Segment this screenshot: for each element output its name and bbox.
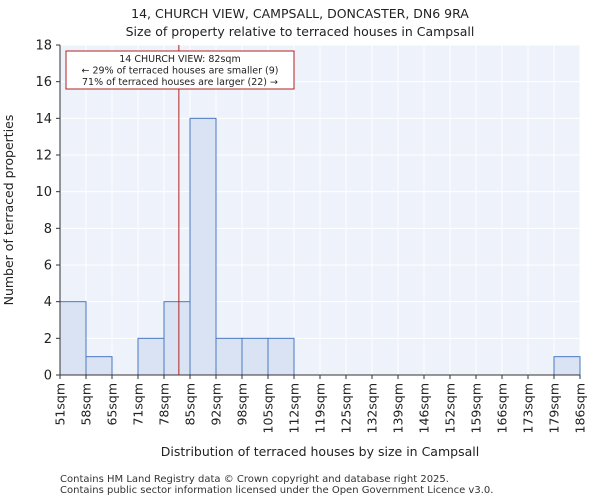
x-tick-label: 146sqm — [417, 383, 432, 433]
x-tick-label: 85sqm — [183, 383, 198, 426]
x-tick-label: 166sqm — [495, 383, 510, 433]
bar-51sqm — [59, 301, 87, 376]
x-axis-title: Distribution of terraced houses by size … — [161, 444, 479, 459]
chart-title: 14, CHURCH VIEW, CAMPSALL, DONCASTER, DN… — [131, 6, 469, 21]
footer-line-2: Contains public sector information licen… — [60, 485, 494, 496]
annotation-line-2: ← 29% of terraced houses are smaller (9) — [82, 66, 279, 77]
y-tick-label: 14 — [35, 112, 52, 127]
bar-71sqm — [137, 337, 165, 376]
x-tick-label: 92sqm — [209, 383, 224, 426]
annotation-line-1: 14 CHURCH VIEW: 82sqm — [119, 54, 240, 65]
x-tick-label: 159sqm — [469, 383, 484, 433]
x-tick-label: 98sqm — [235, 383, 250, 426]
x-tick-label: 173sqm — [521, 383, 536, 433]
x-tick-label: 186sqm — [573, 383, 588, 433]
x-tick-label: 132sqm — [365, 383, 380, 433]
x-tick-label: 78sqm — [157, 383, 172, 426]
bar-78sqm — [163, 301, 191, 376]
bar-105sqm — [267, 337, 295, 376]
bar-92sqm — [215, 337, 243, 376]
annotation-line-3: 71% of terraced houses are larger (22) → — [82, 77, 278, 88]
x-tick-label: 139sqm — [391, 383, 406, 433]
y-tick-label: 0 — [44, 369, 52, 384]
x-tick-label: 105sqm — [261, 383, 276, 433]
x-tick-label: 125sqm — [339, 383, 354, 433]
x-tick-label: 179sqm — [547, 383, 562, 433]
footer-line-1: Contains HM Land Registry data © Crown c… — [60, 474, 449, 485]
x-tick-label: 58sqm — [79, 383, 94, 426]
y-tick-label: 16 — [35, 75, 52, 90]
y-tick-label: 4 — [44, 295, 52, 310]
x-tick-label: 112sqm — [287, 383, 302, 433]
y-tick-label: 18 — [35, 39, 52, 54]
y-axis-title: Number of terraced properties — [1, 115, 16, 306]
x-tick-label: 152sqm — [443, 383, 458, 433]
x-tick-label: 51sqm — [53, 383, 68, 426]
annotation-box — [65, 50, 295, 90]
bar-85sqm — [189, 117, 217, 376]
x-tick-label: 71sqm — [131, 383, 146, 426]
bar-58sqm — [85, 356, 113, 376]
x-tick-label: 65sqm — [105, 383, 120, 426]
bar-179sqm — [553, 356, 581, 376]
y-tick-label: 6 — [44, 259, 52, 274]
y-tick-label: 8 — [44, 222, 52, 237]
y-tick-label: 10 — [35, 185, 52, 200]
y-tick-label: 2 — [44, 332, 52, 347]
x-tick-label: 119sqm — [313, 383, 328, 433]
bar-98sqm — [241, 337, 269, 376]
chart-subtitle: Size of property relative to terraced ho… — [125, 24, 475, 39]
y-tick-label: 12 — [35, 149, 52, 164]
